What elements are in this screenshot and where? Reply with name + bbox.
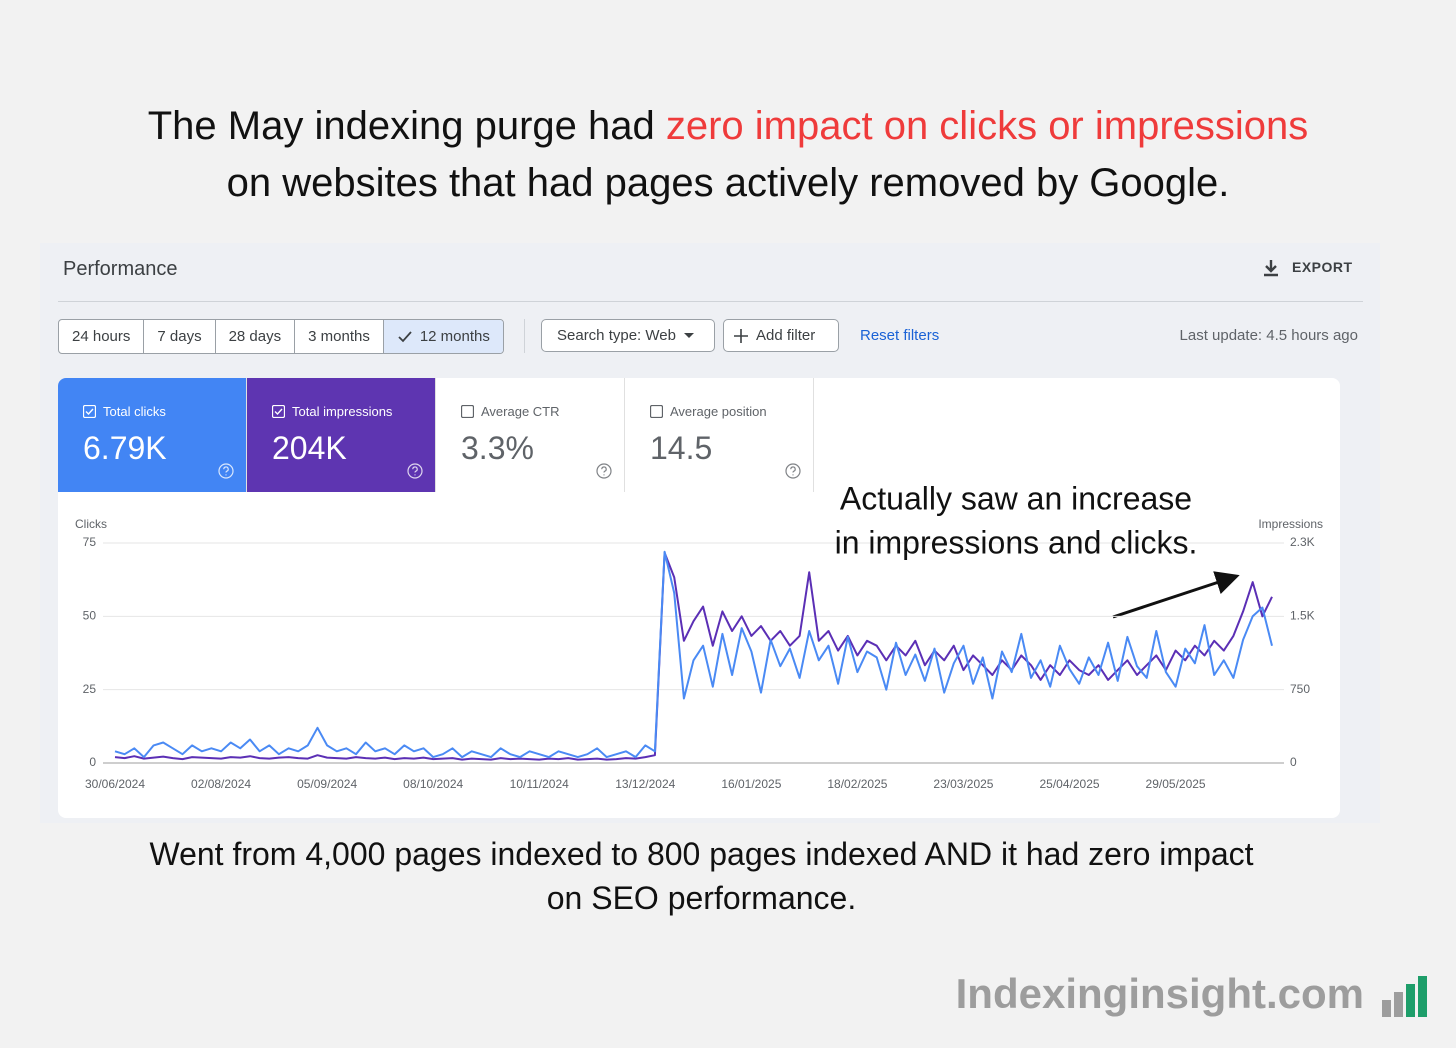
download-icon [1264, 260, 1278, 277]
date-range-label: 24 hours [72, 328, 131, 345]
plus-icon [734, 328, 748, 343]
metric-value: 204K [272, 430, 347, 466]
date-range-label: 7 days [157, 328, 202, 345]
help-icon [218, 463, 234, 479]
date-range-button[interactable]: 24 hours [59, 320, 145, 353]
y-tick-label: 50 [83, 609, 97, 623]
metric-tiles: Total clicks 6.79K Total impressions 204K Av… [58, 378, 814, 492]
x-tick-label: 25/04/2025 [1039, 777, 1099, 791]
caption-line: on SEO performance. [546, 880, 857, 916]
metric-tile[interactable]: Average CTR 3.3% [436, 378, 625, 492]
metric-label: Total clicks [103, 404, 166, 419]
x-tick-label: 02/08/2024 [191, 777, 251, 791]
headline-line2: on websites that had pages actively remo… [226, 161, 1230, 205]
annotation: in impressions and clicks. [835, 524, 1198, 560]
x-tick-label: 05/09/2024 [297, 777, 357, 791]
date-range-label: 3 months [308, 328, 370, 345]
y2-tick-label: 2.3K [1290, 535, 1315, 549]
date-range-button[interactable]: 3 months [295, 320, 384, 353]
last-update: Last update: 4.5 hours ago [1179, 327, 1358, 344]
x-tick-label: 16/01/2025 [721, 777, 781, 791]
add-filter-button[interactable]: Add filter [723, 319, 839, 352]
help-icon [785, 463, 801, 479]
metric-tile[interactable]: Total impressions 204K [247, 378, 436, 492]
help-icon [596, 463, 612, 479]
date-range-button[interactable]: 28 days [216, 320, 296, 353]
checkbox [461, 405, 474, 418]
y-axis-title: Clicks [75, 517, 107, 531]
x-tick-label: 18/02/2025 [827, 777, 887, 791]
date-range-label: 12 months [419, 328, 490, 345]
metric-value: 3.3% [461, 430, 534, 466]
metric-label-row: Average position [650, 404, 767, 419]
metric-label-row: Total clicks [83, 404, 166, 419]
checkbox [272, 405, 285, 418]
separator [524, 319, 525, 353]
x-tick-label: 13/12/2024 [615, 777, 675, 791]
y2-tick-label: 750 [1290, 682, 1310, 696]
annotation-arrow [1112, 571, 1240, 619]
date-range-label: 28 days [228, 328, 282, 345]
date-range-button[interactable]: 7 days [144, 320, 216, 353]
y-tick-label: 25 [83, 682, 97, 696]
checkbox [650, 405, 663, 418]
metric-label-row: Average CTR [461, 404, 560, 419]
add-filter-label: Add filter [756, 327, 816, 344]
metric-label: Average CTR [481, 404, 560, 419]
check-icon [398, 330, 412, 342]
y-tick-label: 75 [83, 535, 97, 549]
series-line [114, 550, 1273, 759]
separator [58, 301, 1363, 302]
panel-title: Performance [63, 258, 178, 280]
reset-filters-link[interactable]: Reset filters [860, 327, 940, 344]
series-line [114, 551, 1273, 761]
x-tick-label: 30/06/2024 [85, 777, 145, 791]
caption-line: Went from 4,000 pages indexed to 800 pag… [149, 836, 1254, 872]
x-tick-label: 08/10/2024 [403, 777, 463, 791]
search-type-button[interactable]: Search type: Web [541, 319, 715, 352]
metric-value: 6.79K [83, 430, 167, 466]
export-button[interactable]: EXPORT [1292, 259, 1353, 275]
dropdown-arrow [683, 332, 694, 338]
checkbox [83, 405, 96, 418]
metric-label: Total impressions [292, 404, 393, 419]
headline-highlight: zero impact on clicks or impressions [665, 104, 1309, 148]
x-tick-label: 29/05/2025 [1146, 777, 1206, 791]
brand: Indexinginsight.com [955, 970, 1364, 1017]
metric-label: Average position [670, 404, 767, 419]
headline-line1: The May indexing purge had zero impact o… [0, 104, 1456, 149]
metric-tile[interactable]: Average position 14.5 [625, 378, 814, 492]
search-type-label: Search type: Web [557, 327, 676, 344]
y2-tick-label: 1.5K [1290, 609, 1315, 623]
headline-text: The May indexing purge had [147, 104, 666, 148]
y2-tick-label: 0 [1290, 755, 1297, 769]
date-range-group: 24 hours 7 days 28 days 3 months 12 months [58, 319, 504, 354]
x-tick-label: 23/03/2025 [933, 777, 993, 791]
metric-tile[interactable]: Total clicks 6.79K [58, 378, 247, 492]
metric-label-row: Total impressions [272, 404, 392, 419]
x-tick-label: 10/11/2024 [510, 777, 569, 791]
annotation: Actually saw an increase [840, 480, 1192, 516]
help-icon [407, 463, 423, 479]
date-range-button[interactable]: 12 months [383, 320, 503, 353]
y-tick-label: 0 [89, 755, 96, 769]
brand-logo [1382, 976, 1427, 1017]
metric-value: 14.5 [650, 430, 713, 466]
y2-axis-title: Impressions [1258, 517, 1323, 531]
